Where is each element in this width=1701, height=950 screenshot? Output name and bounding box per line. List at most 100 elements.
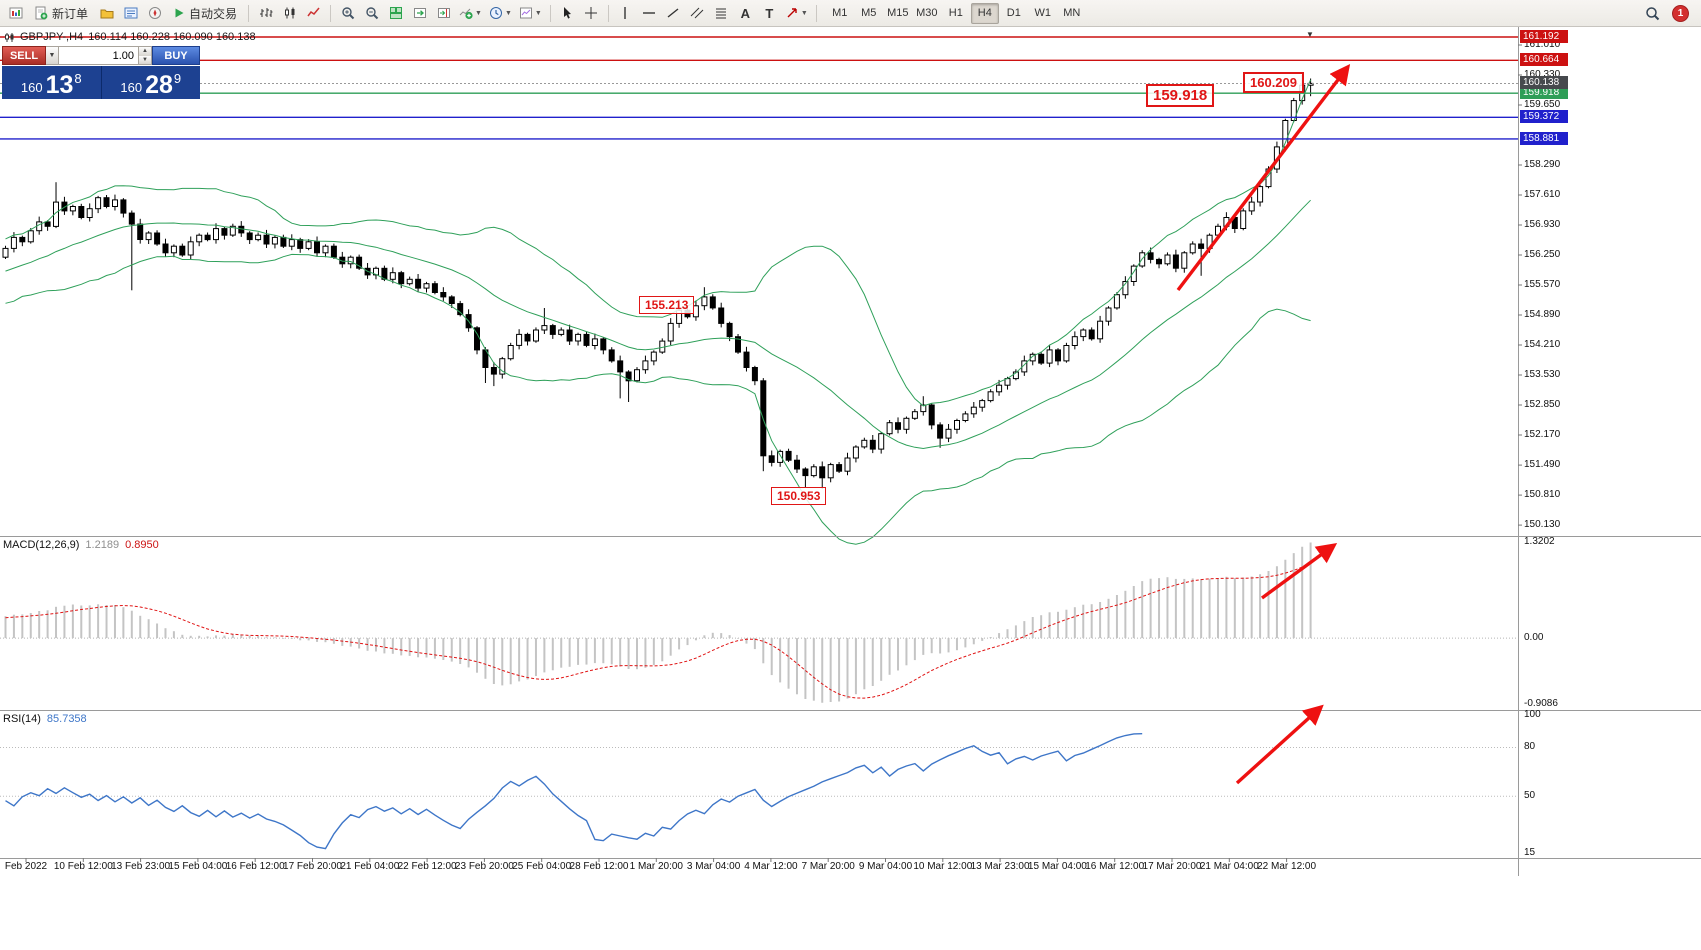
timeframe-m15[interactable]: M15 bbox=[887, 7, 909, 19]
candlestick-chart-button[interactable] bbox=[278, 2, 301, 24]
buy-button[interactable]: BUY bbox=[152, 46, 200, 65]
zoom-in-button[interactable] bbox=[336, 2, 359, 24]
dropdown-caret-icon: ▼ bbox=[475, 9, 482, 17]
horizontal-line-icon bbox=[643, 12, 656, 14]
indicators-plus-icon bbox=[459, 8, 473, 20]
line-chart-button[interactable] bbox=[302, 2, 325, 24]
new-order-icon bbox=[35, 6, 48, 20]
toolbar-separator bbox=[248, 4, 250, 22]
auto-scroll-icon bbox=[413, 8, 426, 18]
one-click-controls: SELL ▼ 1.00 ▲ ▼ BUY bbox=[2, 46, 200, 65]
tile-windows-button[interactable] bbox=[384, 2, 407, 24]
volume-up-icon[interactable]: ▲ bbox=[139, 47, 151, 56]
ask-pipette: 9 bbox=[173, 71, 182, 86]
indicators-button[interactable]: ▼ bbox=[456, 2, 485, 24]
autotrading-play-icon bbox=[175, 8, 184, 18]
periods-button[interactable]: ▼ bbox=[486, 2, 515, 24]
arrows-tool-button[interactable]: ▼ bbox=[782, 2, 811, 24]
trend-arrow bbox=[1260, 542, 1338, 600]
dropdown-caret-icon: ▼ bbox=[504, 9, 512, 17]
line-chart-icon bbox=[306, 7, 320, 17]
channel-button[interactable] bbox=[686, 2, 709, 24]
text-tool-button[interactable]: A bbox=[734, 2, 757, 24]
chart-window-button[interactable] bbox=[4, 2, 27, 24]
zoom-in-icon bbox=[341, 7, 354, 20]
market-watch-button[interactable] bbox=[119, 2, 142, 24]
autotrading-label: 自动交易 bbox=[189, 6, 238, 21]
ask-price-display[interactable]: 160 28 9 bbox=[100, 66, 201, 99]
notification-badge[interactable]: 1 bbox=[1672, 4, 1689, 22]
toolbar-separator bbox=[815, 4, 817, 22]
candlestick-chart-icon bbox=[284, 7, 295, 19]
timeframe-h1[interactable]: H1 bbox=[948, 7, 963, 19]
panel-separators bbox=[0, 27, 1701, 876]
bars-chart-button[interactable] bbox=[254, 2, 277, 24]
auto-scroll-button[interactable] bbox=[408, 2, 431, 24]
zoom-out-button[interactable] bbox=[360, 2, 383, 24]
trendline-icon bbox=[667, 8, 679, 18]
bid-pipette: 8 bbox=[74, 71, 82, 86]
dropdown-caret-icon: ▼ bbox=[800, 9, 808, 17]
one-click-trading-widget: SELL ▼ 1.00 ▲ ▼ BUY 160 13 8 160 28 9 bbox=[2, 46, 200, 99]
rsi-group bbox=[0, 733, 1518, 850]
chevron-down-icon: ▼ bbox=[48, 52, 56, 59]
trend-arrow bbox=[1176, 63, 1351, 292]
arrows-tool-icon bbox=[787, 8, 797, 18]
timeframe-h4[interactable]: H4 bbox=[970, 2, 999, 24]
trend-arrow bbox=[1235, 704, 1324, 785]
toolbar-right-group: 1 bbox=[1641, 2, 1697, 24]
volume-dropdown-caret[interactable]: ▼ bbox=[46, 46, 59, 65]
label-tool-icon: T bbox=[765, 5, 774, 21]
timeframe-m5[interactable]: M5 bbox=[861, 7, 877, 19]
crosshair-button[interactable] bbox=[580, 2, 603, 24]
templates-button[interactable]: ▼ bbox=[516, 2, 545, 24]
chart-shift-icon bbox=[437, 8, 450, 18]
bid-price-display[interactable]: 160 13 8 bbox=[2, 66, 101, 99]
volume-down-icon[interactable]: ▼ bbox=[139, 55, 151, 64]
macd-group bbox=[0, 542, 1518, 703]
one-click-prices: 160 13 8 160 28 9 bbox=[2, 66, 200, 99]
cursor-button[interactable] bbox=[556, 2, 579, 24]
toolbar-separator bbox=[330, 4, 332, 22]
chart-canvas[interactable] bbox=[0, 27, 1701, 876]
crosshair-icon bbox=[585, 7, 598, 19]
bid-big-digits: 13 bbox=[45, 70, 74, 99]
templates-icon bbox=[519, 7, 532, 19]
profiles-folder-icon bbox=[100, 9, 114, 19]
bid-prefix: 160 bbox=[20, 80, 43, 95]
chart-shift-button[interactable] bbox=[432, 2, 455, 24]
ask-prefix: 160 bbox=[120, 80, 143, 95]
autotrading-button[interactable]: 自动交易 bbox=[167, 2, 243, 24]
trendline-button[interactable] bbox=[662, 2, 685, 24]
fibonacci-button[interactable] bbox=[710, 2, 733, 24]
market-watch-icon bbox=[124, 7, 138, 19]
horizontal-line-button[interactable] bbox=[638, 2, 661, 24]
new-order-button[interactable]: 新订单 bbox=[28, 2, 94, 24]
vertical-line-button[interactable] bbox=[614, 2, 637, 24]
sell-button[interactable]: SELL bbox=[2, 46, 46, 65]
timeframe-m1[interactable]: M1 bbox=[832, 7, 848, 19]
label-tool-button[interactable]: T bbox=[758, 2, 781, 24]
vertical-line-icon bbox=[624, 7, 627, 19]
chart-window-icon bbox=[9, 7, 22, 19]
new-order-label: 新订单 bbox=[52, 6, 89, 21]
navigator-icon bbox=[148, 7, 161, 19]
volume-input[interactable]: 1.00 bbox=[59, 46, 139, 65]
navigator-button[interactable] bbox=[143, 2, 166, 24]
search-icon bbox=[1646, 6, 1660, 20]
zoom-out-icon bbox=[365, 7, 378, 20]
fibonacci-icon bbox=[716, 8, 727, 19]
search-button[interactable] bbox=[1641, 2, 1664, 24]
timeframe-d1[interactable]: D1 bbox=[1006, 7, 1021, 19]
volume-stepper[interactable]: ▲ ▼ bbox=[139, 46, 152, 65]
toolbar: 新订单 自动交易 ▼ ▼ bbox=[0, 0, 1701, 27]
timeframe-toolbar: M1 M5 M15 M30 H1 H4 D1 W1 MN bbox=[826, 2, 1086, 24]
profiles-button[interactable] bbox=[95, 2, 118, 24]
cursor-pointer-icon bbox=[564, 7, 572, 19]
periods-clock-icon bbox=[489, 7, 502, 19]
timeframe-w1[interactable]: W1 bbox=[1034, 7, 1052, 19]
ask-big-digits: 28 bbox=[145, 70, 173, 99]
timeframe-m30[interactable]: M30 bbox=[916, 7, 938, 19]
timeframe-mn[interactable]: MN bbox=[1063, 7, 1081, 19]
tile-windows-icon bbox=[389, 7, 402, 19]
